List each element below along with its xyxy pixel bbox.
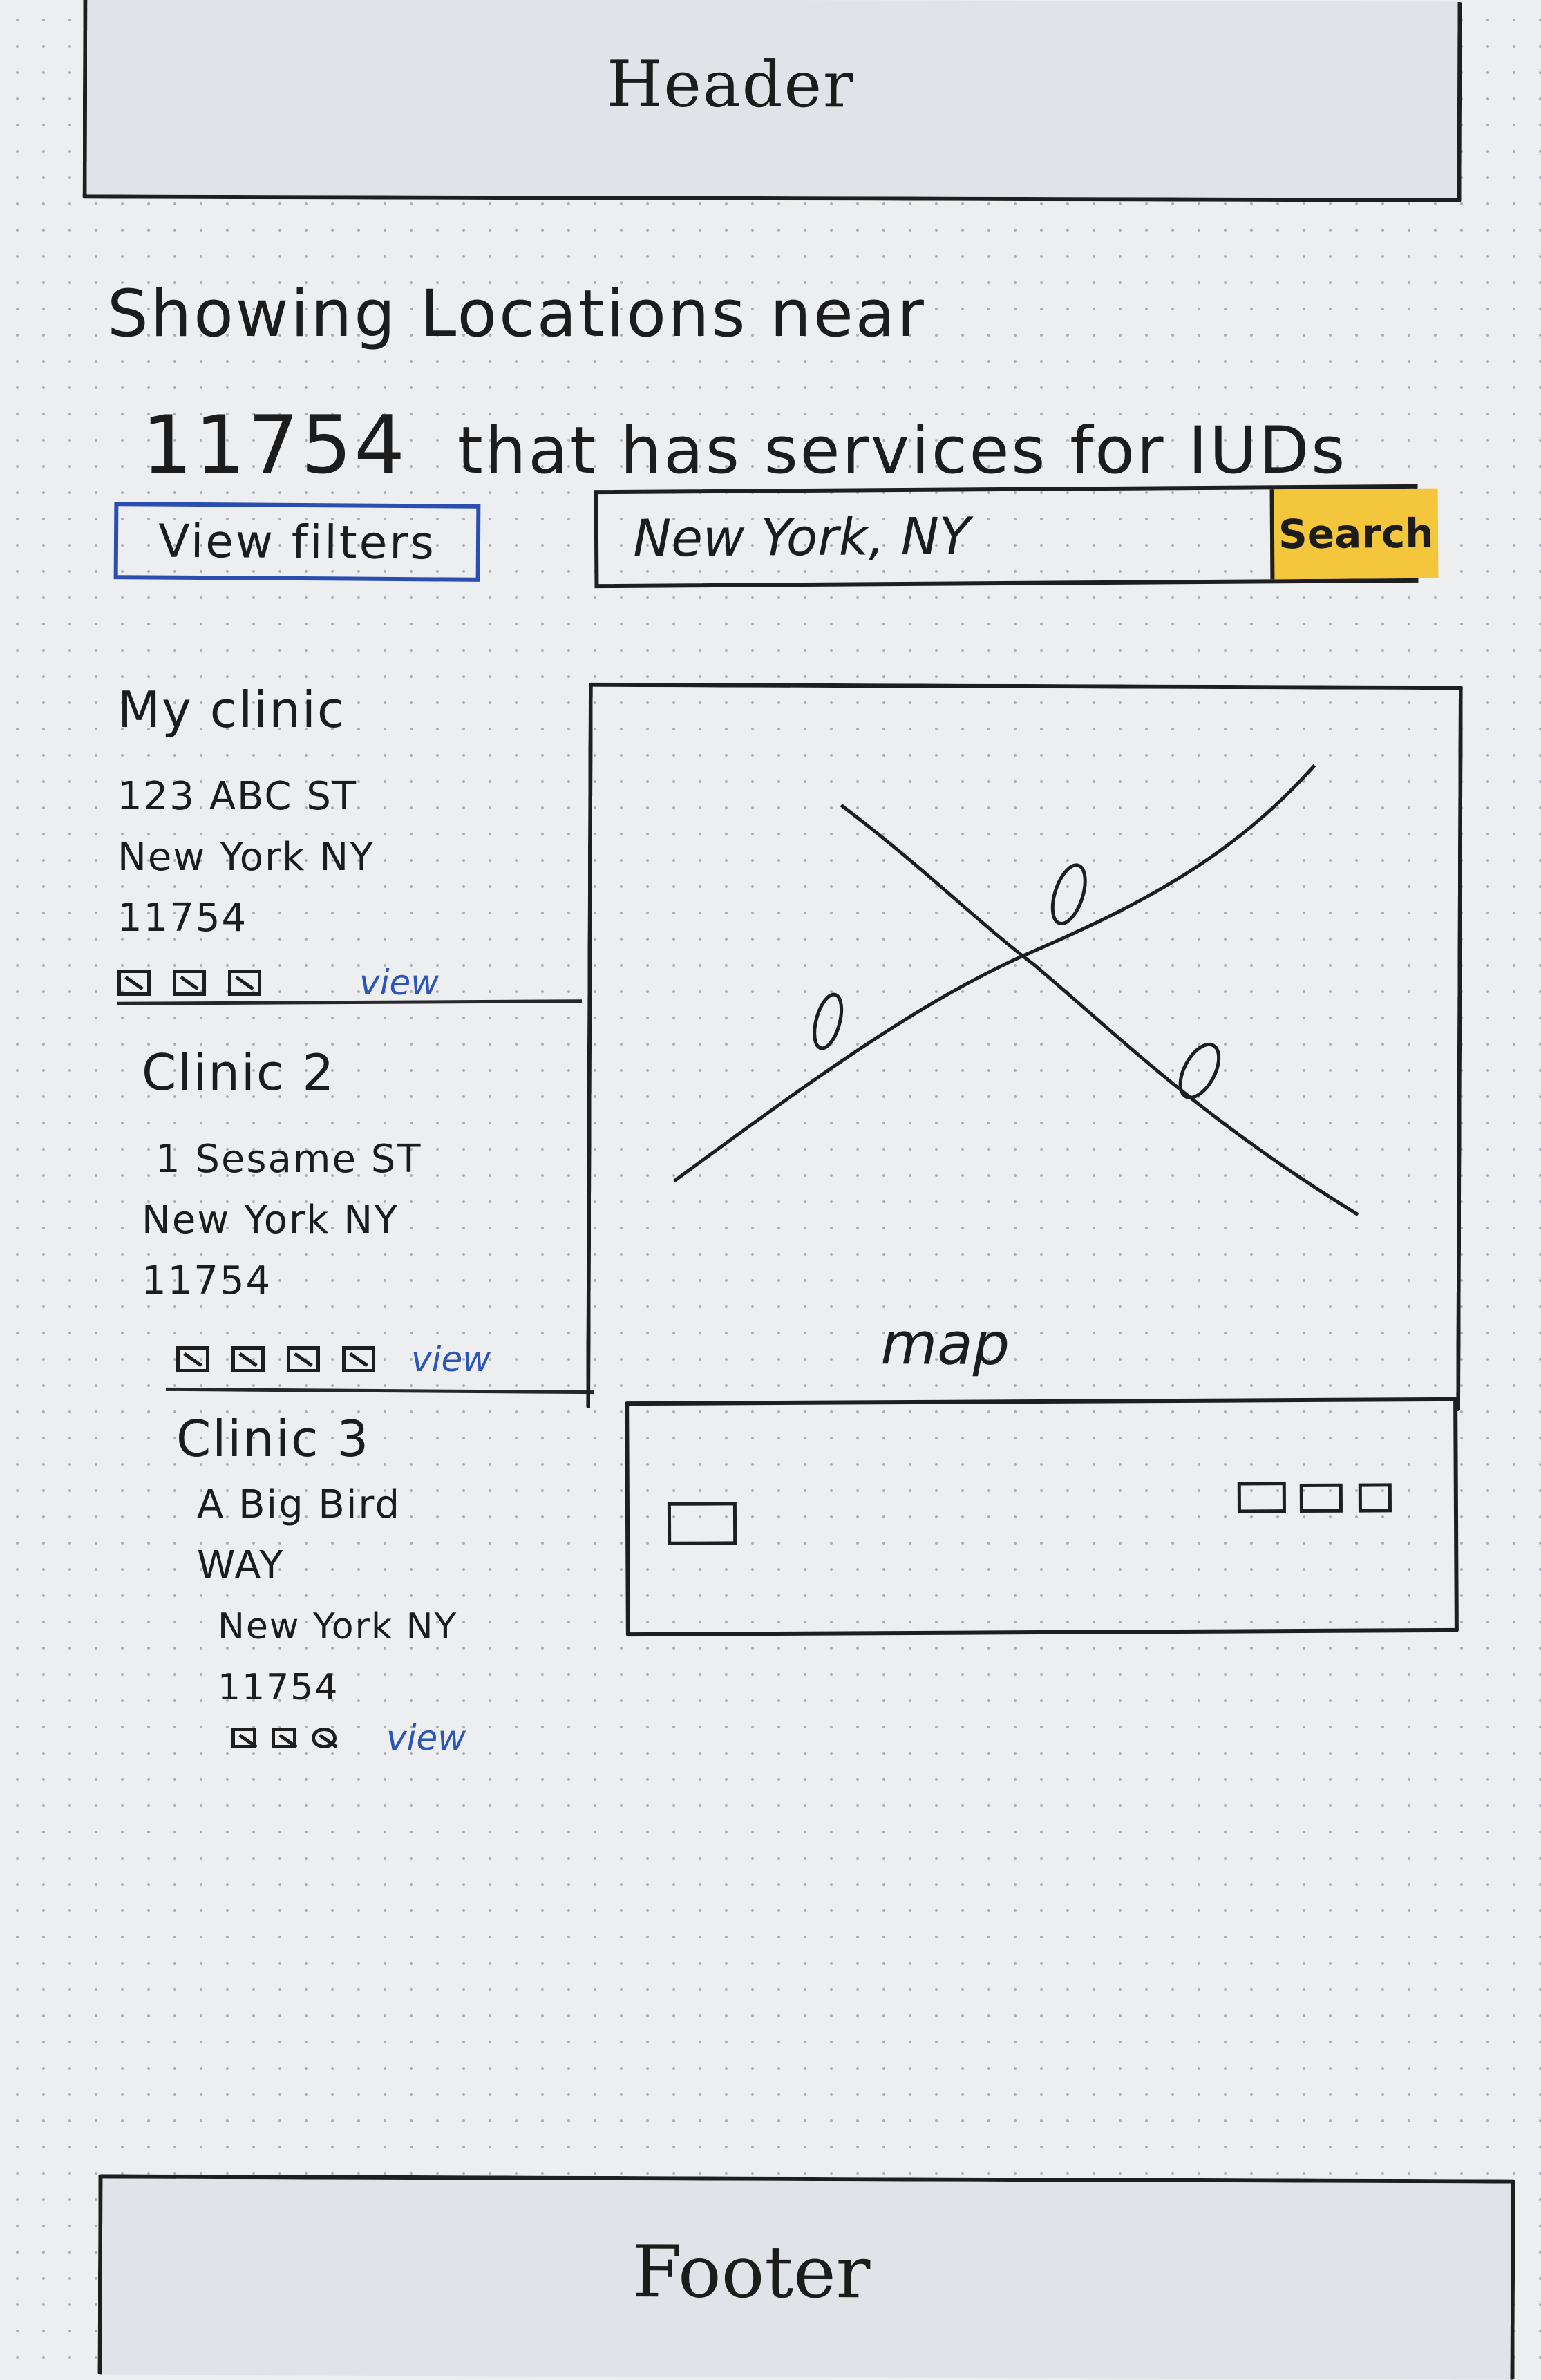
clinic-name: My clinic: [117, 681, 346, 739]
clinic-address-line2: New York NY 11754: [218, 1606, 458, 1708]
page-footer: Footer: [97, 2174, 1515, 2380]
clinic-card[interactable]: Clinic 3 A Big Bird WAY New York NY 1175…: [176, 1410, 466, 1758]
map-tray: [625, 1397, 1459, 1637]
service-icon: [231, 1346, 265, 1372]
service-icon: [272, 1728, 296, 1748]
service-icon: [312, 1728, 337, 1748]
service-icon: [228, 970, 261, 996]
view-clinic-link[interactable]: view: [386, 1718, 466, 1758]
map-panel[interactable]: map: [586, 682, 1463, 1412]
map-placeholder-cross: [672, 764, 1359, 1216]
clinic-services: view: [117, 963, 439, 1003]
location-search-input[interactable]: [598, 489, 1271, 585]
map-pin-icon[interactable]: [1046, 861, 1092, 927]
clinic-address-line2: New York NY 11754: [142, 1198, 399, 1303]
service-icon: [176, 1346, 209, 1372]
view-filters-button[interactable]: View filters: [113, 502, 481, 582]
page-header: Header: [82, 0, 1462, 202]
square-icon[interactable]: [1358, 1483, 1392, 1513]
clinic-name: Clinic 3: [176, 1410, 370, 1468]
square-icon[interactable]: [1237, 1482, 1286, 1513]
location-search: Search: [594, 484, 1438, 589]
view-clinic-link[interactable]: view: [359, 963, 439, 1003]
map-pin-icon[interactable]: [809, 992, 847, 1051]
header-label: Header: [606, 46, 855, 122]
clinic-card[interactable]: My clinic 123 ABC ST New York NY 11754 v…: [117, 681, 439, 1003]
zip-code: 11754: [142, 399, 408, 492]
square-icon[interactable]: [667, 1502, 737, 1545]
square-icon[interactable]: [1299, 1483, 1343, 1513]
results-heading-line1: Showing Locations near: [107, 276, 926, 352]
clinic-name: Clinic 2: [142, 1043, 336, 1102]
service-icon: [287, 1346, 320, 1372]
clinic-address-line1: A Big Bird WAY: [197, 1482, 401, 1588]
clinic-address-line1: 123 ABC ST: [117, 774, 358, 819]
map-pin-icon[interactable]: [1173, 1038, 1227, 1104]
services-text: that has services for IUDs: [457, 413, 1348, 489]
clinic-services: view: [176, 1718, 466, 1758]
clinic-address-line2: New York NY 11754: [117, 835, 375, 941]
map-label: map: [880, 1310, 1010, 1378]
clinic-divider: [165, 1387, 595, 1395]
footer-label: Footer: [632, 2229, 871, 2315]
service-icon: [173, 970, 206, 996]
clinic-card[interactable]: Clinic 2 1 Sesame ST New York NY 11754 v…: [142, 1043, 491, 1379]
clinic-address-line1: 1 Sesame ST: [155, 1137, 422, 1182]
service-icon: [117, 970, 151, 996]
search-button[interactable]: Search: [1269, 488, 1438, 580]
view-clinic-link[interactable]: view: [411, 1339, 491, 1379]
results-heading-line2: 11754 that has services for IUDs: [107, 380, 1420, 517]
clinic-services: view: [142, 1339, 491, 1379]
service-icon: [342, 1346, 375, 1372]
results-heading: Showing Locations near 11754 that has se…: [107, 249, 1420, 517]
service-icon: [231, 1728, 256, 1748]
